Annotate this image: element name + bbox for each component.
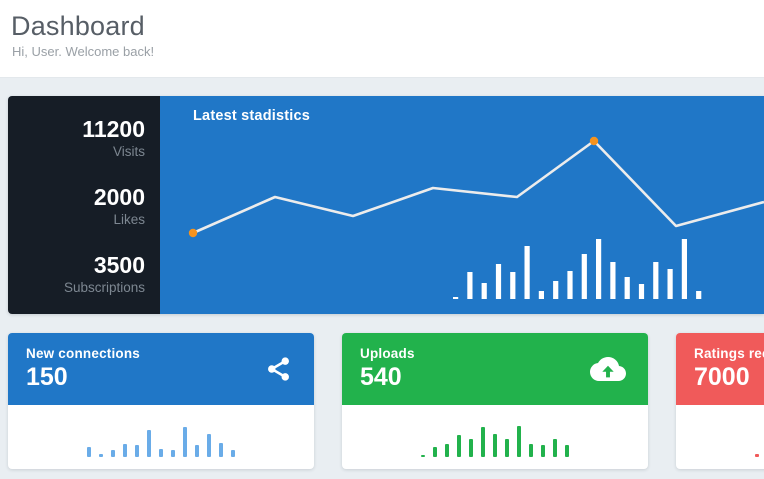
statistics-widget: 11200 Visits 2000 Likes 3500 Subscriptio… [8, 96, 764, 314]
card-new-connections-header: New connections 150 [8, 333, 314, 405]
mini-bar [158, 449, 164, 457]
mini-bar [146, 430, 152, 457]
stat-value-subscriptions: 3500 [93, 252, 145, 278]
stat-label-visits: Visits [112, 144, 145, 159]
stat-value-visits: 11200 [82, 116, 145, 142]
mini-bar [456, 435, 462, 457]
card-mini-chart [676, 405, 764, 469]
mini-bar [516, 426, 522, 457]
mini-bar [122, 444, 128, 457]
mini-bar [230, 450, 236, 457]
mini-bar [98, 454, 104, 457]
card-title: New connections [26, 346, 141, 361]
card-ratings-header: Ratings received 7000 [676, 333, 764, 405]
mini-bar [420, 455, 426, 457]
stat-label-likes: Likes [113, 212, 145, 227]
stat-group-likes: 2000 Likes [8, 182, 145, 228]
card-new-connections[interactable]: New connections 150 [8, 333, 314, 469]
card-value: 7000 [694, 363, 750, 391]
mini-bar [134, 445, 140, 457]
mini-bar [528, 444, 534, 457]
mini-bar [110, 450, 116, 457]
mini-bar [504, 439, 510, 457]
mini-bar [552, 439, 558, 457]
chart-title: Latest stadistics [193, 108, 311, 124]
card-value: 540 [360, 363, 402, 391]
card-value: 150 [26, 363, 68, 391]
stats-summary-panel: 11200 Visits 2000 Likes 3500 Subscriptio… [8, 96, 160, 314]
page-title: Dashboard [11, 11, 145, 41]
welcome-message: Hi, User. Welcome back! [12, 44, 155, 59]
mini-bar [540, 445, 546, 457]
card-title: Ratings received [694, 346, 764, 361]
cloud-upload-icon [590, 356, 626, 383]
share-icon [265, 356, 292, 383]
mini-bar [432, 447, 438, 457]
mini-bar [564, 445, 570, 457]
stat-group-visits: 11200 Visits [8, 114, 145, 160]
card-mini-chart [342, 405, 648, 469]
statistics-chart[interactable] [160, 96, 764, 314]
mini-bar [218, 443, 224, 457]
summary-cards-row: New connections 150 Uploads 540 [8, 333, 764, 469]
mini-bar [182, 427, 188, 457]
mini-bar [170, 450, 176, 457]
card-uploads[interactable]: Uploads 540 [342, 333, 648, 469]
page-header: Dashboard Hi, User. Welcome back! [0, 0, 764, 78]
card-ratings-received[interactable]: Ratings received 7000 [676, 333, 764, 469]
mini-bar [444, 444, 450, 457]
stat-value-likes: 2000 [93, 184, 145, 210]
mini-bar [468, 439, 474, 457]
mini-bar [754, 454, 760, 457]
mini-bar [86, 447, 92, 457]
mini-bar [194, 445, 200, 457]
stat-label-subscriptions: Subscriptions [63, 280, 145, 295]
mini-bar [480, 427, 486, 457]
mini-bar [206, 434, 212, 457]
card-title: Uploads [360, 346, 415, 361]
card-mini-chart [8, 405, 314, 469]
stat-group-subscriptions: 3500 Subscriptions [8, 250, 145, 296]
card-uploads-header: Uploads 540 [342, 333, 648, 405]
mini-bar [492, 434, 498, 457]
statistics-chart-panel: Latest stadistics [160, 96, 764, 314]
